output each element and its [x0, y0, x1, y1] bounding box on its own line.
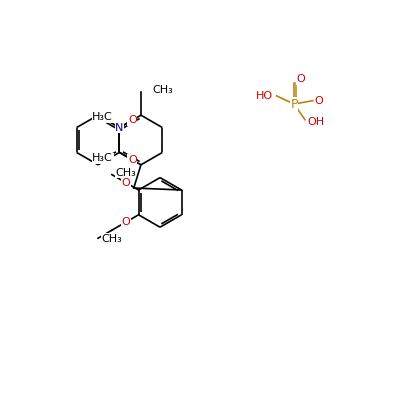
Text: OH: OH — [307, 117, 324, 127]
Text: H₃C: H₃C — [92, 153, 113, 163]
Text: O: O — [314, 96, 323, 106]
Text: P: P — [290, 98, 298, 110]
Text: CH₃: CH₃ — [115, 168, 136, 178]
Text: O: O — [296, 74, 305, 84]
Text: HO: HO — [256, 91, 272, 101]
Text: O: O — [128, 155, 137, 165]
Text: CH₃: CH₃ — [152, 85, 173, 95]
Text: O: O — [121, 217, 130, 227]
Text: N: N — [115, 122, 124, 133]
Text: O: O — [128, 115, 137, 125]
Text: CH₃: CH₃ — [101, 234, 122, 244]
Text: H₃C: H₃C — [92, 112, 113, 122]
Text: O: O — [121, 178, 130, 188]
